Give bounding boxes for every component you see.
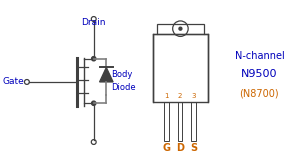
Text: 2: 2 [178, 93, 182, 99]
Bar [157, 24, 204, 33]
Circle shape [92, 101, 96, 105]
Text: Gate: Gate [2, 77, 24, 86]
Text: 3: 3 [191, 93, 196, 99]
Text: Body
Diode: Body Diode [111, 70, 136, 92]
Circle shape [92, 57, 96, 61]
Text: N-channel: N-channel [234, 51, 284, 61]
Bar [153, 33, 208, 102]
Text: N9500: N9500 [241, 69, 278, 79]
Text: (N8700): (N8700) [239, 89, 279, 99]
Polygon shape [100, 67, 113, 82]
Text: S: S [190, 143, 197, 153]
Text: G: G [162, 143, 170, 153]
Circle shape [179, 27, 182, 30]
Text: D: D [176, 143, 184, 153]
Text: 1: 1 [164, 93, 169, 99]
Bar [191, 102, 196, 141]
Bar [178, 102, 182, 141]
Text: Drain: Drain [82, 18, 106, 27]
Bar [164, 102, 169, 141]
